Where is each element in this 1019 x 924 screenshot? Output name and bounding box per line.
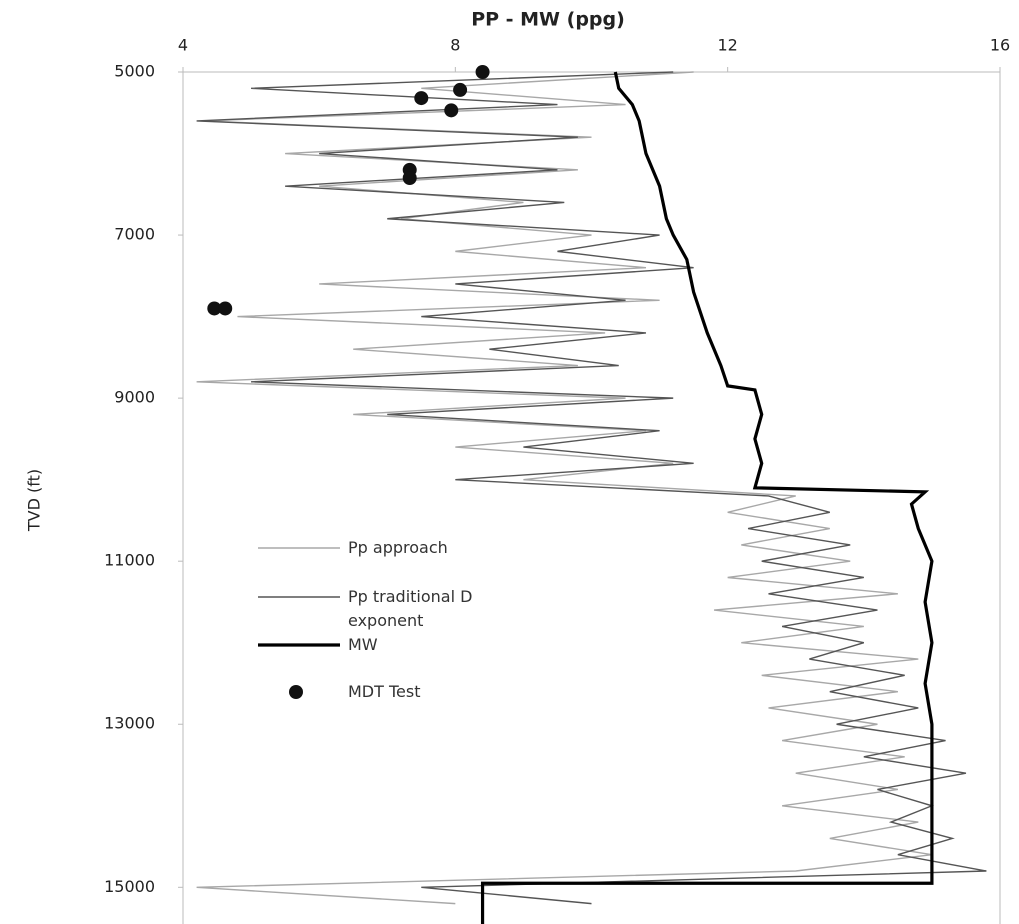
- mdt-point: [453, 82, 468, 97]
- series-line: [480, 71, 934, 924]
- y-tick-label: 11000: [104, 551, 155, 570]
- mdt-point: [207, 301, 222, 316]
- y-axis-label: TVD (ft): [25, 469, 44, 532]
- mdt-point: [475, 65, 490, 79]
- y-tick-label: 15000: [104, 877, 155, 896]
- plot-frame: [182, 71, 1001, 924]
- mdt-point: [402, 170, 417, 185]
- mdt-point: [414, 91, 429, 106]
- legend-label: Pp approach: [348, 538, 448, 557]
- y-tick-label: 13000: [104, 714, 155, 733]
- x-tick-label: 8: [450, 36, 460, 55]
- y-tick-label: 7000: [114, 225, 155, 244]
- legend-marker: [289, 685, 303, 699]
- legend-label: MDT Test: [348, 682, 421, 701]
- y-tick-label: 5000: [114, 62, 155, 81]
- x-tick-label: 12: [717, 36, 737, 55]
- y-tick-label: 9000: [114, 388, 155, 407]
- legend-label: Pp traditional D exponent: [348, 587, 473, 630]
- series-line: [196, 71, 933, 905]
- mdt-point: [444, 103, 459, 118]
- series-line: [196, 71, 987, 905]
- mdt-point: [218, 301, 233, 316]
- chart-title: PP - MW (ppg): [471, 9, 625, 31]
- x-tick-label: 4: [178, 36, 188, 55]
- legend-label: MW: [348, 635, 378, 654]
- x-tick-label: 16: [990, 36, 1010, 55]
